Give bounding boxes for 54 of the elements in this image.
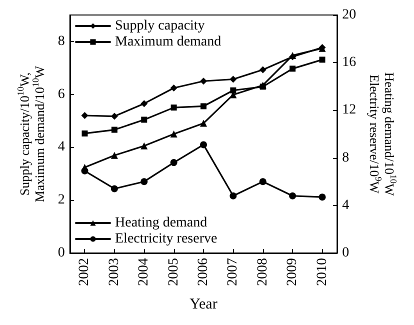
- x-tick-label: 2006: [196, 258, 211, 286]
- point: [230, 76, 237, 83]
- y2-tick-label: 0: [342, 246, 350, 260]
- x-axis-title: Year: [190, 296, 218, 312]
- x-tick-label: 2007: [226, 258, 241, 286]
- legend-label: Electricity reserve: [115, 232, 218, 246]
- y2-tick-label: 8: [342, 150, 350, 166]
- x-tick-label: 2002: [77, 258, 92, 286]
- legend-label: Maximum demand: [115, 34, 222, 50]
- point: [82, 130, 88, 136]
- y2-tick-label: 12: [342, 102, 356, 118]
- point: [289, 192, 296, 200]
- point: [111, 126, 118, 133]
- y2-axis-title: Heating demand/1010W Electrity reserve/109W: [367, 72, 398, 196]
- y-tick-label: 0: [58, 246, 65, 260]
- point: [110, 152, 118, 159]
- y-tick-label: 4: [58, 140, 65, 155]
- point: [200, 141, 207, 148]
- point: [170, 84, 178, 92]
- point: [290, 66, 296, 72]
- x-tick-label: 2004: [136, 258, 152, 286]
- point: [81, 112, 88, 119]
- x-tick-label: 2005: [166, 258, 182, 286]
- point: [110, 112, 118, 120]
- y-tick-label: 6: [58, 86, 65, 102]
- point: [200, 78, 207, 85]
- y-tick-label: 8: [58, 34, 65, 49]
- point: [230, 87, 236, 94]
- x-tick-label: 2010: [314, 258, 330, 286]
- y2-tick-label: 16: [342, 55, 356, 70]
- point: [140, 142, 148, 150]
- x-tick-label: 2009: [285, 258, 300, 286]
- legend-label: Heating demand: [115, 216, 208, 230]
- point: [319, 56, 326, 63]
- point: [170, 130, 178, 138]
- point: [141, 116, 148, 123]
- x-tick-label: 2003: [106, 258, 122, 286]
- point: [110, 185, 118, 192]
- y2-tick-label: 20: [342, 8, 356, 22]
- point: [140, 178, 148, 186]
- point: [81, 167, 88, 174]
- point: [230, 192, 237, 200]
- legend-label: Supply capacity: [115, 18, 205, 34]
- point: [140, 100, 148, 108]
- point: [170, 159, 178, 166]
- x-tick-label: 2008: [255, 258, 270, 286]
- point: [200, 120, 207, 127]
- point: [200, 103, 206, 110]
- point: [170, 104, 177, 111]
- point: [259, 178, 266, 186]
- y-tick-label: 2: [58, 192, 65, 208]
- point: [318, 194, 326, 201]
- point: [259, 66, 266, 74]
- y2-tick-label: 4: [342, 198, 350, 213]
